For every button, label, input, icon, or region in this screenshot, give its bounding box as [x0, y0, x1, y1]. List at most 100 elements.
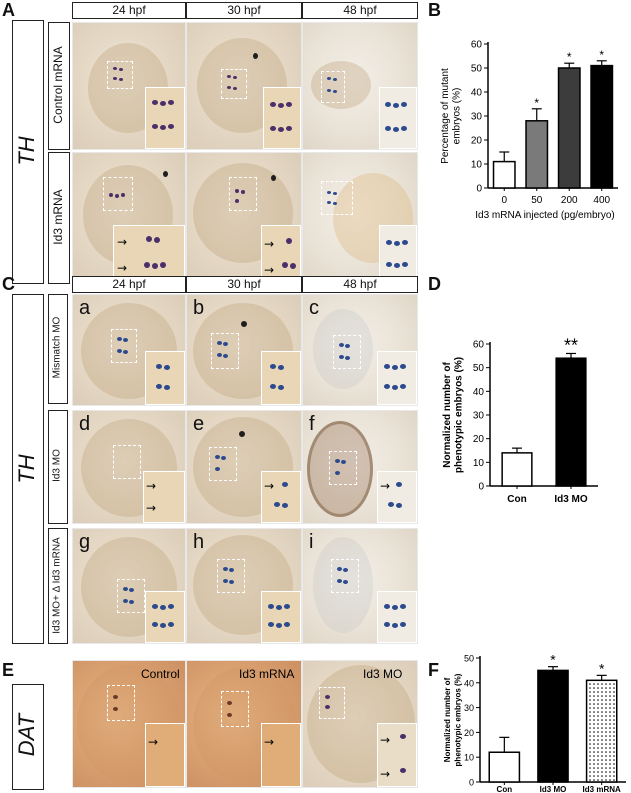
y-tick-label: 50 [464, 654, 474, 664]
significance-mark: * [599, 48, 604, 62]
sublabel-g: g [79, 531, 91, 553]
chart-D: 0 10 20 30 40 50 60 Normalized number of phenoty… [442, 335, 598, 505]
panel-C-row1-box [48, 294, 68, 404]
x-tick-label: Con [507, 494, 526, 505]
embryo-image: i [302, 528, 418, 644]
condition-id3-mrna: Id3 mRNA [239, 667, 295, 681]
y-tick-label: 30 [473, 411, 485, 422]
embryo-image: Control → [72, 660, 186, 788]
sublabel-c: c [309, 297, 319, 319]
sublabel-f: f [309, 413, 315, 435]
panel-C-row3-box [48, 528, 68, 644]
significance-mark: * [550, 652, 556, 668]
panel-C-gene-label: TH [14, 454, 39, 484]
panel-C-letter: C [2, 274, 15, 294]
chart-B: 0 10 20 30 40 50 60 Percentage of mutant embryos… [440, 40, 618, 221]
embryo-image [72, 22, 186, 150]
y-tick-label: 50 [471, 64, 483, 75]
panel-A-header-30hpf: 30 hpf [186, 2, 302, 19]
y-tick-label: 20 [464, 728, 474, 738]
panel-C-row-mismatch-mo: Mismatch MO [51, 316, 63, 379]
y-tick-label: 10 [473, 458, 485, 469]
bar [488, 751, 521, 783]
panel-E-gene-box [12, 684, 44, 790]
embryo-image: → → [186, 152, 302, 284]
significance-mark: ** [564, 335, 578, 355]
y-tick-label: 60 [473, 340, 485, 351]
y-axis-label: Percentage of mutant [440, 68, 451, 164]
embryo-image: Id3 MO → → [302, 660, 418, 788]
panel-C-gene-box [12, 294, 44, 644]
sublabel-a: a [79, 297, 91, 319]
panel-A-gene-box [12, 20, 44, 284]
panel-A-row-control-mrna: Control mRNA [51, 46, 65, 124]
bar [590, 64, 614, 189]
significance-mark: * [534, 96, 539, 110]
panel-A-header-48hpf: 48 hpf [302, 2, 418, 19]
y-tick-label: 30 [464, 703, 474, 713]
panel-A-gene-label: TH [14, 136, 39, 166]
bar [525, 120, 549, 189]
significance-mark: * [567, 50, 572, 64]
embryo-image: → → [72, 152, 186, 284]
sublabel-d: d [79, 413, 91, 435]
x-tick-label: Id3 MO [554, 494, 588, 505]
y-tick-label: 0 [478, 482, 484, 493]
y-tick-label: 40 [464, 678, 474, 688]
x-tick-label: 50 [531, 195, 543, 206]
x-tick-label: Con [497, 785, 513, 793]
y-tick-label: 0 [476, 184, 482, 195]
embryo-image: Id3 mRNA → [186, 660, 302, 788]
sublabel-i: i [309, 531, 314, 553]
y-tick-label: 0 [469, 778, 474, 788]
embryo-image [302, 152, 418, 284]
y-tick-label: 50 [473, 363, 485, 374]
panel-B-letter: B [428, 0, 441, 20]
bar [585, 679, 618, 783]
bar [557, 67, 581, 189]
x-tick-label: 200 [561, 195, 578, 206]
panel-C-row2-box [48, 410, 68, 524]
embryo-image: f → [302, 410, 418, 524]
y-tick-label: 20 [473, 434, 485, 445]
y-tick-label: 10 [464, 753, 474, 763]
x-tick-label: 0 [501, 195, 507, 206]
x-axis-label: Id3 mRNA injected (pg/embryo) [475, 210, 615, 221]
panel-F-letter: F [428, 660, 439, 680]
y-tick-label: 10 [471, 160, 483, 171]
sublabel-b: b [193, 297, 205, 319]
embryo-image: c [302, 294, 418, 406]
y-axis-label: phenotypic embryos (%) [454, 673, 463, 766]
y-tick-label: 40 [471, 88, 483, 99]
y-tick-label: 40 [473, 387, 485, 398]
panel-A-letter: A [2, 0, 15, 20]
embryo-image: b [186, 294, 302, 406]
panel-C-row-id3-mo: Id3 MO [51, 449, 63, 482]
panel-C-header-30hpf: 30 hpf [186, 276, 302, 293]
bar [537, 669, 569, 783]
y-axis-label: phenotypic embryos (%) [454, 357, 465, 473]
embryo-image: d → → [72, 410, 186, 524]
bar [492, 160, 516, 189]
sublabel-e: e [193, 413, 205, 435]
embryo-image: g [72, 528, 186, 644]
y-tick-label: 20 [471, 136, 483, 147]
embryo-image: h [186, 528, 302, 644]
y-axis-label: embryos (%) [452, 88, 463, 145]
bar [555, 357, 587, 487]
significance-mark: * [599, 660, 605, 676]
embryo-image: e → [186, 410, 302, 524]
y-axis-label: Normalized number of [443, 677, 452, 762]
panel-A-row2-box [48, 152, 70, 284]
condition-control: Control [141, 667, 180, 681]
x-tick-label: 400 [593, 195, 610, 206]
panel-A-header-24hpf: 24 hpf [72, 2, 186, 19]
panel-C-header-48hpf: 48 hpf [302, 276, 418, 293]
panel-D-letter: D [428, 274, 441, 294]
y-axis-label: Normalized number of [442, 362, 453, 468]
panel-A-row1-box [48, 22, 70, 150]
panel-A-row-id3-mrna: Id3 mRNA [51, 189, 65, 245]
chart-F: 0 10 20 30 40 50 Normalized number of phenotypi… [443, 652, 626, 793]
sublabel-h: h [193, 531, 205, 553]
panel-C-header-24hpf: 24 hpf [72, 276, 186, 293]
